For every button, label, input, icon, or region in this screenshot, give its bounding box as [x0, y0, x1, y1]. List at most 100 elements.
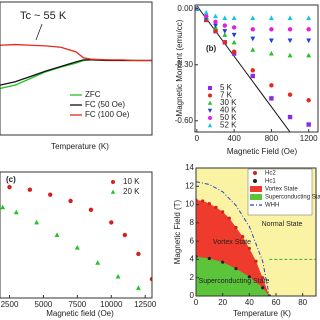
y-axis-label: Magnetic Moment (emu/cc) [175, 19, 184, 116]
marker [221, 260, 225, 264]
legend-marker [207, 108, 213, 113]
marker [222, 40, 228, 45]
series-line [0, 59, 152, 90]
marker [207, 256, 211, 261]
marker [261, 286, 265, 290]
marker [250, 15, 256, 21]
marker [250, 36, 256, 42]
legend-label: 40 K [220, 106, 237, 115]
marker [268, 50, 274, 56]
plot-area [0, 184, 152, 290]
marker [203, 9, 209, 15]
legend-label: 7 K [220, 91, 233, 100]
y-tick-label: 14 [185, 163, 194, 172]
marker [74, 244, 80, 250]
marker [222, 23, 228, 28]
x-tick-label: 5000 [35, 300, 53, 309]
marker [287, 38, 293, 44]
x-tick-label: 40 [245, 298, 254, 307]
marker [268, 38, 274, 44]
marker [306, 52, 312, 58]
x-axis-label: Temperature (K) [51, 142, 109, 151]
legend-marker [110, 189, 116, 194]
legend-marker [253, 179, 257, 183]
marker [247, 246, 251, 251]
marker [222, 32, 228, 37]
plot-area [195, 5, 312, 132]
marker [122, 232, 128, 238]
x-tick-label: 80 [298, 298, 307, 307]
legend-label: WHH [265, 203, 279, 209]
plot-frame [194, 4, 319, 133]
legend-label: ZFC [85, 90, 101, 99]
legend-label: Vortex State [265, 187, 298, 193]
panel-label: (c) [6, 175, 16, 184]
marker [54, 232, 60, 237]
marker [115, 273, 121, 279]
y-tick-label: 12 [185, 181, 194, 190]
y-tick-label: 0.00 [177, 4, 193, 13]
marker [287, 114, 293, 120]
x-tick-label: 12500 [134, 300, 157, 309]
marker [306, 122, 311, 127]
region-label: Superconducting State [199, 278, 270, 285]
x-tick-label: 60 [272, 298, 281, 307]
marker [269, 83, 274, 88]
marker [214, 205, 218, 209]
legend-marker [208, 93, 212, 98]
legend-marker [208, 86, 212, 90]
marker [136, 251, 141, 257]
marker [250, 47, 256, 52]
plot-frame [195, 167, 317, 297]
region-label: Vortex State [213, 239, 251, 246]
legend-label: 10 K [123, 177, 140, 186]
panel-label: (b) [206, 44, 217, 53]
marker [231, 32, 237, 38]
x-tick-label: 2500 [1, 300, 19, 309]
marker [221, 210, 225, 214]
marker [88, 207, 94, 212]
marker [269, 27, 274, 32]
legend-label: Hc1 [265, 179, 276, 185]
marker [0, 204, 6, 210]
plot-frame [0, 1, 153, 136]
marker [34, 219, 40, 225]
x-axis-label: Temperature (K) [233, 309, 291, 318]
marker [306, 27, 311, 32]
marker [254, 259, 258, 263]
marker [231, 49, 237, 54]
marker [261, 276, 265, 280]
marker [213, 23, 218, 29]
y-tick-label: 6 [190, 236, 195, 245]
legend-marker [111, 180, 115, 184]
marker [213, 28, 218, 34]
marker [227, 216, 231, 220]
marker [268, 15, 274, 21]
marker [7, 184, 12, 190]
annotation: Tc ~ 55 K [20, 10, 67, 22]
x-tick-label: 10000 [100, 300, 123, 309]
x-tick-label: 1200 [300, 134, 318, 143]
marker [136, 285, 141, 290]
legend-label: 5 K [220, 83, 233, 92]
legend-label: 30 K [220, 98, 237, 107]
marker [269, 96, 274, 101]
x-axis-label: Magnetic Field (Oe) [227, 147, 298, 156]
legend-swatch [250, 194, 262, 200]
y-tick-label: 4 [190, 255, 195, 264]
marker [201, 199, 205, 203]
marker [287, 27, 293, 32]
x-tick-label: 20 [218, 298, 227, 307]
legend-marker [253, 171, 257, 175]
region-area [196, 256, 270, 296]
marker [222, 15, 228, 21]
y-tick-label: 2 [190, 273, 195, 282]
annotation-arrow [35, 23, 43, 41]
y-axis-label: Magnetic Field (T) [173, 199, 182, 264]
x-tick-label: 800 [265, 134, 279, 143]
region-label: Normal State [262, 221, 303, 228]
marker [213, 19, 218, 25]
marker [250, 27, 255, 32]
marker [213, 13, 218, 19]
marker [306, 38, 312, 44]
